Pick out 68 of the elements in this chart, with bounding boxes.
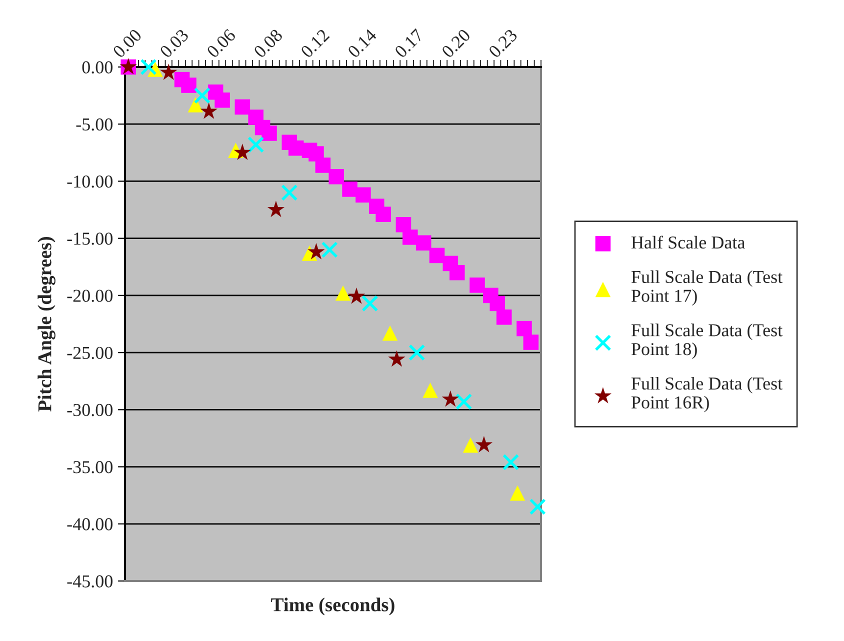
point — [140, 58, 157, 76]
y-tick-label: -15.00 — [67, 232, 113, 245]
point — [321, 241, 338, 258]
point — [516, 320, 532, 336]
y-tick-label: -10.00 — [67, 175, 113, 188]
point — [315, 158, 331, 173]
point — [267, 200, 285, 218]
x-tick-label: 0.17 — [394, 28, 424, 58]
x-tick-label: 0.20 — [441, 28, 472, 58]
point — [362, 295, 378, 312]
point — [328, 169, 344, 184]
x-tick-label: 0.23 — [488, 28, 518, 58]
point — [248, 136, 264, 154]
x-tick-label: 0.08 — [253, 28, 284, 58]
y-axis-title: Pitch Angle (degrees) — [38, 237, 56, 412]
y-tick-label: -35.00 — [67, 461, 113, 474]
point — [502, 454, 520, 471]
legend-label: Full Scale Data (Test Point 18) — [631, 324, 783, 359]
point — [160, 64, 178, 80]
y-tick-label: -40.00 — [67, 518, 113, 530]
point — [496, 310, 512, 325]
y-tick-label: -20.00 — [67, 290, 113, 302]
x-tick-label: 0.00 — [112, 28, 142, 58]
point — [416, 235, 432, 251]
point — [262, 126, 277, 141]
point — [376, 206, 391, 222]
x-tick-label: 0.12 — [300, 28, 330, 58]
point — [194, 87, 210, 104]
y-tick-label: 0.00 — [82, 61, 113, 74]
point — [181, 78, 196, 93]
point — [449, 264, 465, 280]
point — [529, 498, 546, 516]
point — [490, 296, 506, 312]
point — [356, 187, 371, 203]
point — [281, 184, 298, 201]
point — [523, 334, 539, 350]
point — [475, 436, 493, 452]
point — [402, 230, 418, 245]
point — [388, 350, 406, 367]
y-tick-label: -45.00 — [67, 575, 113, 588]
legend-label: Full Scale Data (Test Point 17) — [631, 270, 783, 306]
y-tick-label: -25.00 — [67, 346, 113, 360]
point — [234, 144, 252, 160]
legend-label: Half Scale Data — [631, 236, 746, 249]
point — [462, 437, 478, 453]
point — [234, 99, 250, 115]
point — [188, 97, 204, 112]
point — [335, 286, 351, 301]
point — [214, 92, 230, 108]
x-tick-label: 0.14 — [347, 28, 378, 58]
point — [470, 278, 485, 293]
x-tick-label: 0.06 — [206, 28, 236, 58]
point — [200, 102, 218, 119]
point — [308, 243, 325, 260]
point — [342, 182, 358, 197]
point — [408, 344, 426, 361]
point — [442, 390, 460, 407]
x-axis-title: Time (seconds) — [271, 598, 394, 616]
y-tick-label: -30.00 — [67, 404, 113, 416]
x-tick-label: 0.03 — [159, 28, 190, 58]
point — [348, 288, 366, 304]
point — [456, 393, 472, 410]
point — [429, 248, 445, 264]
point — [510, 485, 526, 501]
point — [422, 382, 438, 398]
legend-label: Full Scale Data (Test Point 16R) — [631, 376, 783, 412]
point — [382, 326, 398, 341]
y-tick-label: -5.00 — [76, 118, 113, 131]
